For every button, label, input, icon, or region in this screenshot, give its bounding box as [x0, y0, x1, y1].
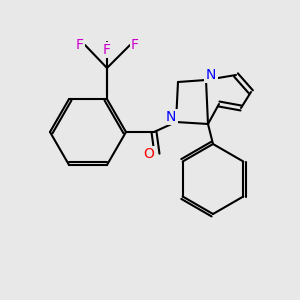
Text: N: N: [166, 110, 176, 124]
Text: O: O: [144, 147, 154, 161]
Text: F: F: [131, 38, 139, 52]
Text: F: F: [76, 38, 84, 52]
Text: F: F: [103, 43, 111, 57]
Text: N: N: [206, 68, 216, 82]
